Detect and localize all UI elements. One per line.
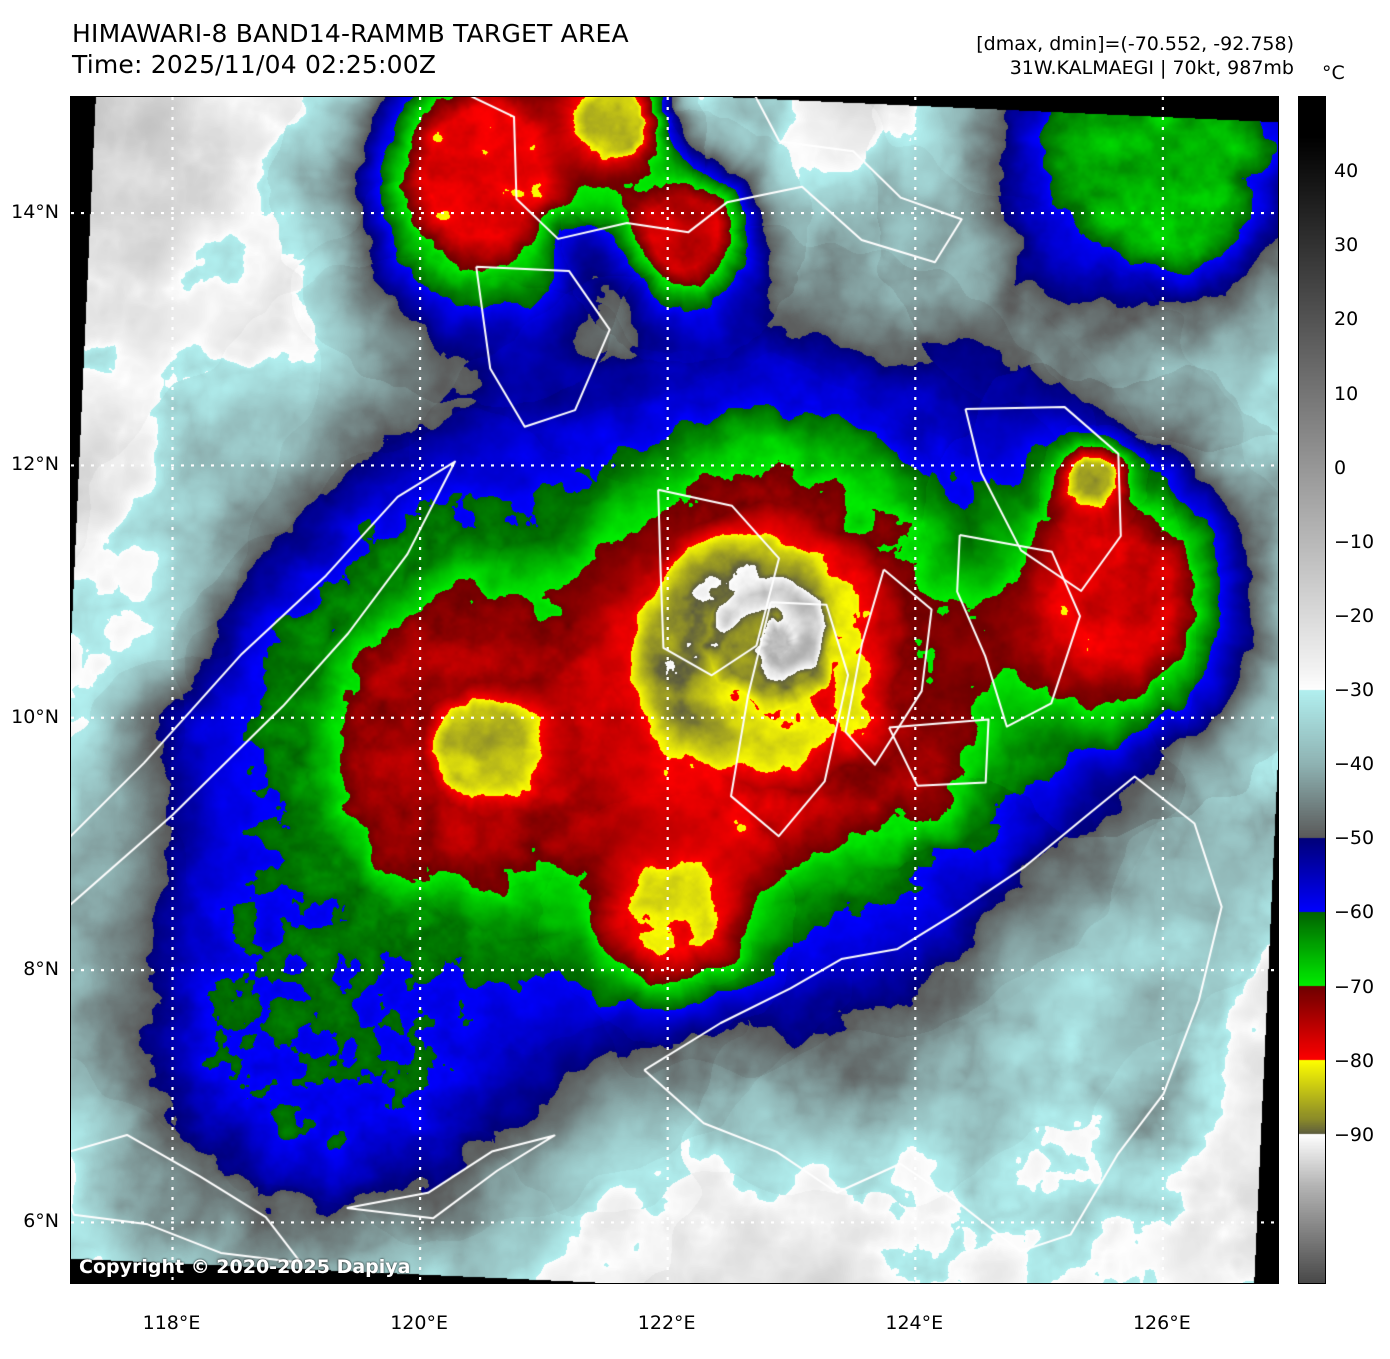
colorbar-tick-11: −70	[1334, 975, 1375, 998]
colorbar-tick-12: −80	[1334, 1049, 1375, 1072]
y-tick-1: 12°N	[11, 453, 59, 476]
colorbar-unit-label: °C	[1322, 62, 1345, 84]
colorbar-tick-3: 10	[1334, 382, 1359, 405]
colorbar-gradient	[1299, 97, 1325, 1283]
x-tick-0: 118°E	[142, 1312, 201, 1334]
y-tick-2: 10°N	[11, 705, 59, 728]
temperature-colorbar	[1298, 96, 1326, 1284]
x-tick-3: 124°E	[885, 1312, 944, 1334]
colorbar-tick-10: −60	[1334, 901, 1375, 924]
satellite-image-plot: Copyright © 2020-2025 Dapiya	[70, 96, 1279, 1284]
copyright-label: Copyright © 2020-2025 Dapiya	[79, 1256, 411, 1278]
colorbar-tick-2: 20	[1334, 308, 1359, 331]
colorbar-tick-0: 40	[1334, 160, 1359, 183]
colorbar-tick-1: 30	[1334, 234, 1359, 257]
lat-lon-gridlines	[71, 97, 1278, 1283]
x-tick-1: 120°E	[390, 1312, 448, 1334]
x-tick-4: 126°E	[1132, 1312, 1191, 1334]
colorbar-tick-4: 0	[1334, 456, 1347, 479]
y-tick-3: 8°N	[23, 958, 59, 981]
title-block: HIMAWARI-8 BAND14-RAMMB TARGET AREA Time…	[72, 18, 629, 80]
page-title: HIMAWARI-8 BAND14-RAMMB TARGET AREA	[72, 19, 629, 48]
colorbar-tick-9: −50	[1334, 827, 1375, 850]
colorbar-tick-5: −10	[1334, 530, 1375, 553]
x-tick-2: 122°E	[637, 1312, 696, 1334]
colorbar-tick-13: −90	[1334, 1123, 1375, 1146]
satellite-ir-imagery	[71, 97, 1278, 1283]
colorbar-tick-8: −40	[1334, 753, 1375, 776]
colorbar-tick-6: −20	[1334, 604, 1375, 627]
timestamp-label: Time: 2025/11/04 02:25:00Z	[72, 50, 437, 79]
metadata-block: [dmax, dmin]=(-70.552, -92.758) 31W.KALM…	[976, 32, 1294, 80]
y-tick-4: 6°N	[23, 1210, 59, 1233]
colorbar-tick-7: −30	[1334, 679, 1375, 701]
y-tick-0: 14°N	[11, 201, 59, 224]
dmax-dmin-label: [dmax, dmin]=(-70.552, -92.758)	[976, 33, 1294, 55]
storm-info-label: 31W.KALMAEGI | 70kt, 987mb	[1009, 57, 1294, 79]
